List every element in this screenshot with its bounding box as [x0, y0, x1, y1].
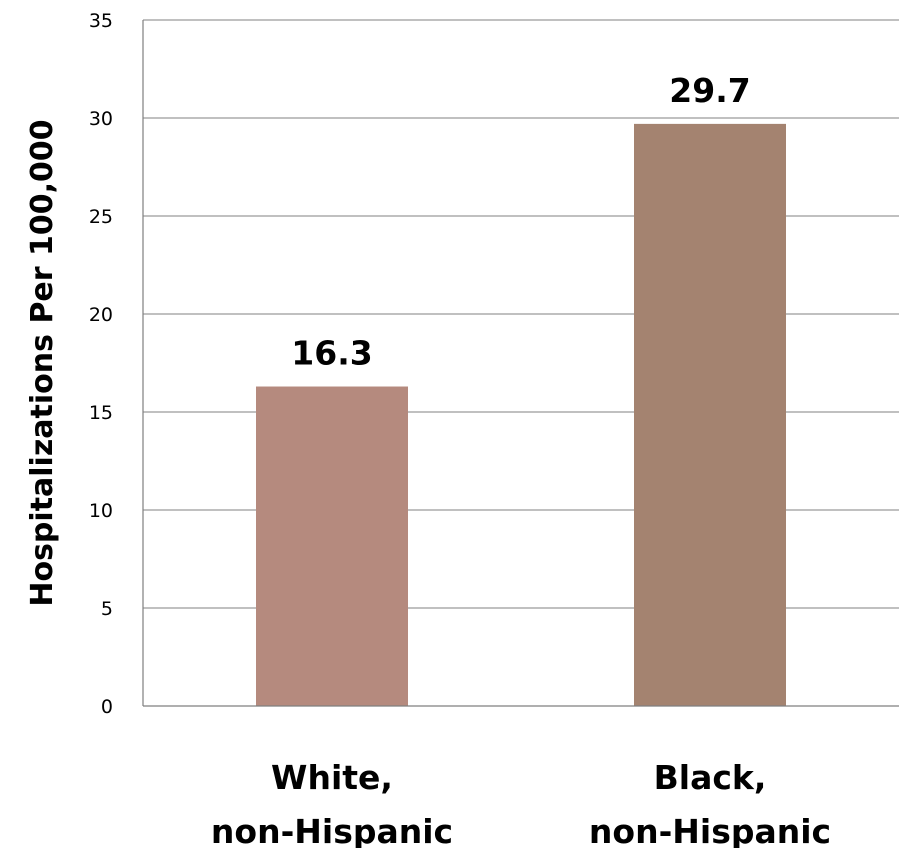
y-tick-label: 10 — [89, 500, 113, 522]
y-tick-label: 20 — [89, 304, 113, 326]
y-tick-label: 5 — [101, 598, 113, 620]
bar — [634, 123, 786, 706]
x-category-label: White, non-Hispanic — [211, 758, 453, 848]
data-label: 29.7 — [669, 71, 750, 110]
x-category-label-line: Black, — [654, 758, 767, 797]
y-axis-ticks: 0 5 10 15 20 25 30 35 — [89, 10, 113, 718]
bar — [256, 386, 408, 706]
x-category-label-line: non-Hispanic — [589, 812, 831, 848]
y-tick-label: 15 — [89, 402, 113, 424]
y-tick-label: 25 — [89, 206, 113, 228]
data-label: 16.3 — [291, 334, 372, 373]
y-tick-label: 0 — [101, 696, 113, 718]
bars — [256, 123, 786, 706]
x-axis-categories: White, non-Hispanic Black, non-Hispanic — [211, 758, 831, 848]
x-category-label-line: non-Hispanic — [211, 812, 453, 848]
x-category-label-line: White, — [271, 758, 393, 797]
data-labels: 16.3 29.7 — [291, 71, 750, 373]
x-category-label: Black, non-Hispanic — [589, 758, 831, 848]
y-axis-title: Hospitalizations Per 100,000 — [25, 119, 60, 606]
y-tick-label: 30 — [89, 108, 113, 130]
y-tick-label: 35 — [89, 10, 113, 32]
